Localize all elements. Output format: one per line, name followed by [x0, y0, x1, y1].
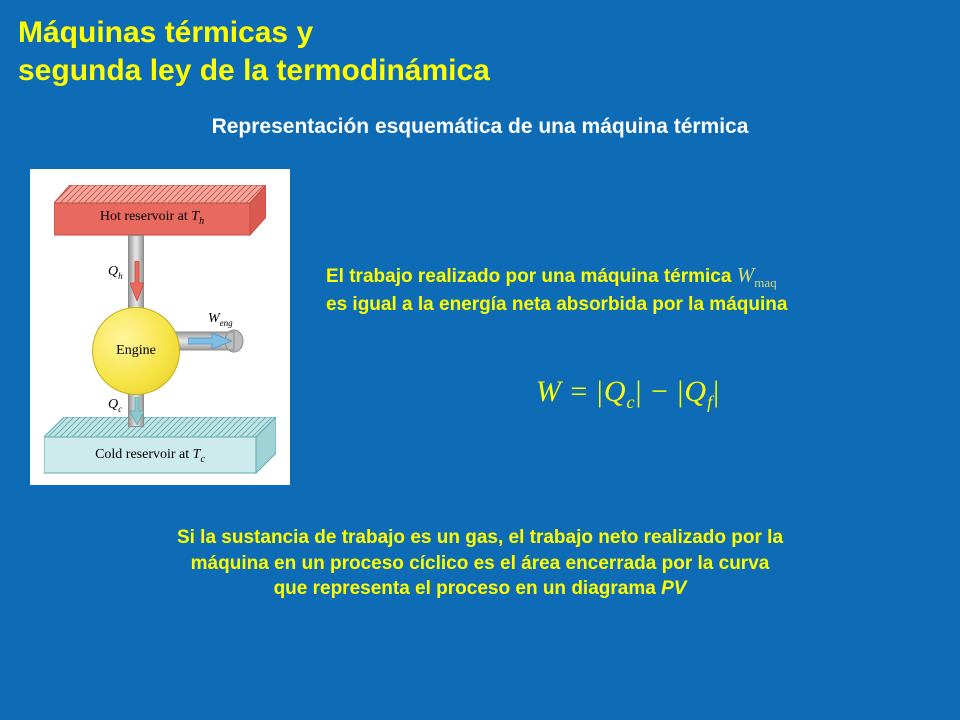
hot-label-text: Hot reservoir at	[100, 209, 191, 224]
title-line-1: Máquinas térmicas y	[18, 16, 313, 49]
heat-engine-diagram: Hot reservoir at Th	[30, 169, 290, 485]
text-column: El trabajo realizado por una máquina tér…	[290, 169, 930, 485]
cold-sub: c	[200, 454, 204, 465]
bottom-line2: máquina en un proceso cíclico es el área…	[191, 553, 770, 574]
hot-reservoir-label: Hot reservoir at Th	[46, 209, 258, 227]
title-line-2: segunda ley de la termodinámica	[18, 54, 490, 87]
hot-sub: h	[199, 216, 204, 227]
weng-label: Weng	[208, 311, 233, 328]
hot-reservoir-block: Hot reservoir at Th	[54, 185, 266, 237]
cold-label-text: Cold reservoir at	[95, 447, 193, 462]
cold-reservoir-label: Cold reservoir at Tc	[34, 447, 266, 465]
arrow-qc-icon	[130, 397, 144, 425]
engine-label: Engine	[116, 343, 156, 359]
arrow-qh-icon	[130, 261, 144, 301]
content-row: Hot reservoir at Th	[0, 169, 960, 485]
bottom-line1: Si la sustancia de trabajo es un gas, el…	[177, 527, 783, 548]
slide-title: Máquinas térmicas y segunda ley de la te…	[0, 0, 960, 89]
cold-reservoir-block: Cold reservoir at Tc	[44, 417, 276, 475]
work-equation: W = |Qc| − |Qf|	[326, 375, 930, 413]
bottom-paragraph: Si la sustancia de trabajo es un gas, el…	[0, 525, 960, 602]
qh-label: Qh	[108, 264, 123, 281]
bottom-line3-a: que representa el proceso en un diagrama	[274, 578, 662, 599]
body-line1-a: El trabajo realizado por una máquina tér…	[326, 266, 737, 287]
hot-var: T	[191, 209, 199, 224]
body-line2: es igual a la energía neta absorbida por…	[326, 294, 787, 315]
body-paragraph: El trabajo realizado por una máquina tér…	[326, 261, 930, 317]
slide-subtitle: Representación esquemática de una máquin…	[0, 115, 960, 139]
qc-label: Qc	[108, 397, 122, 414]
pv-symbol: PV	[661, 578, 686, 599]
wmaq-symbol: Wmaq	[737, 263, 777, 287]
engine-circle: Engine	[92, 307, 180, 395]
arrow-weng-icon	[188, 333, 232, 349]
